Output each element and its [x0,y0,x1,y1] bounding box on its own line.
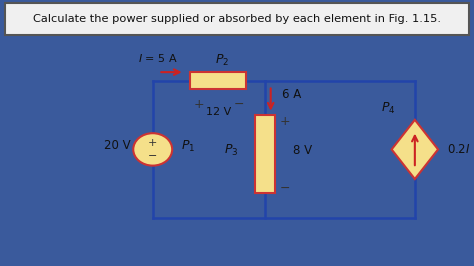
Text: +: + [279,115,290,128]
Text: $P_2$: $P_2$ [215,53,229,68]
Text: 6 A: 6 A [282,88,301,101]
Text: 8 V: 8 V [293,144,312,157]
Circle shape [133,133,172,166]
Text: Calculate the power supplied or absorbed by each element in Fig. 1.15.: Calculate the power supplied or absorbed… [33,14,441,24]
Text: +: + [148,138,157,148]
Text: −: − [148,151,157,161]
Text: $P_4$: $P_4$ [381,101,396,116]
Text: +: + [194,98,205,111]
Text: 12 V: 12 V [206,107,231,117]
Text: 20 V: 20 V [104,139,130,152]
Text: −: − [279,182,290,195]
Bar [190,72,246,89]
Polygon shape [392,120,438,179]
Text: $I$ = 5 A: $I$ = 5 A [138,52,178,64]
Text: −: − [234,98,245,111]
Text: $P_1$: $P_1$ [181,138,195,153]
Text: $P_3$: $P_3$ [224,143,238,158]
Text: 0.2$I$: 0.2$I$ [447,143,470,156]
Bar [255,115,275,193]
